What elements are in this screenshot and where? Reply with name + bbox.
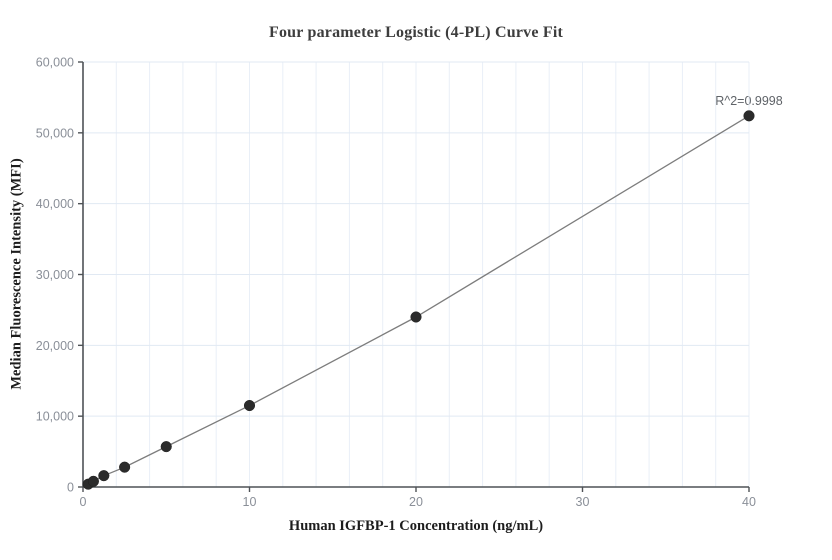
chart-title: Four parameter Logistic (4-PL) Curve Fit (268, 24, 563, 41)
y-tick-label: 0 (67, 481, 74, 495)
data-point (98, 470, 110, 482)
y-tick-label: 30,000 (36, 268, 74, 282)
fit-line (87, 115, 750, 485)
y-tick-label: 40,000 (36, 197, 74, 211)
x-axis-title: Human IGFBP-1 Concentration (ng/mL) (288, 518, 544, 534)
y-tick-label: 50,000 (36, 126, 74, 140)
y-tick-label: 20,000 (36, 339, 74, 353)
data-point (743, 110, 755, 122)
x-tick-label: 0 (80, 495, 87, 509)
y-tick-label: 60,000 (36, 56, 74, 70)
x-tick-label: 30 (576, 495, 590, 509)
data-point (119, 461, 131, 473)
data-point (410, 311, 422, 323)
x-tick-label: 20 (409, 495, 423, 509)
data-point (243, 399, 256, 412)
y-tick-label: 10,000 (36, 410, 74, 424)
x-tick-label: 10 (243, 495, 257, 509)
x-tick-label: 40 (742, 495, 756, 509)
data-point (87, 475, 99, 487)
data-point (160, 441, 172, 453)
